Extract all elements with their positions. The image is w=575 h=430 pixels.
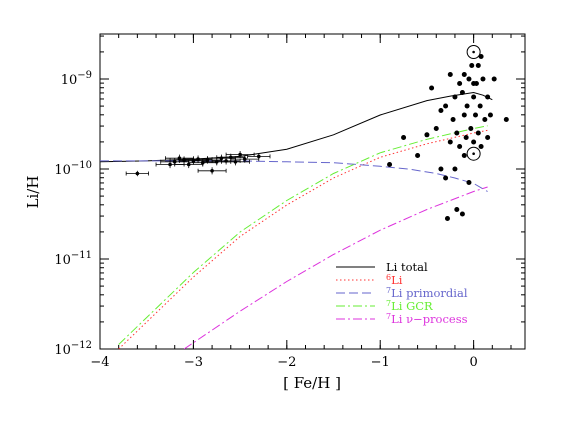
halo-point	[135, 171, 140, 176]
disk-point	[438, 108, 444, 113]
x-tick-label: 0	[469, 355, 477, 370]
halo-point	[256, 154, 261, 159]
disk-point	[491, 76, 497, 82]
disk-point	[424, 132, 430, 138]
disk-point	[485, 135, 491, 140]
y-tick-label: 10−10	[54, 160, 92, 178]
x-axis-ticks: −4 −3 −2 −1 0	[90, 34, 512, 370]
halo-point	[238, 152, 242, 157]
disk-point	[452, 166, 458, 172]
x-tick-label: −1	[371, 355, 390, 370]
disk-point	[471, 139, 477, 145]
disk-star-points	[387, 54, 509, 221]
solar-markers	[466, 45, 481, 161]
disk-point	[429, 85, 435, 91]
disk-point	[457, 81, 463, 86]
plot-frame	[99, 33, 526, 350]
disk-point	[461, 72, 467, 77]
y-axis-ticks: 10−12 10−11 10−10 10−9	[54, 35, 525, 358]
sun-symbol-dot	[472, 50, 475, 54]
disk-point	[478, 54, 484, 59]
y-axis-label: Li/H	[24, 176, 42, 209]
series-line-1	[118, 129, 488, 349]
sun-symbol-ring	[466, 45, 481, 59]
series-line-4	[183, 186, 488, 349]
disk-point	[454, 207, 460, 212]
disk-point	[415, 153, 421, 158]
disk-point	[475, 130, 481, 136]
disk-point	[444, 216, 450, 221]
disk-point	[487, 112, 493, 118]
disk-point	[461, 153, 467, 158]
disk-point	[482, 117, 488, 122]
disk-point	[466, 76, 472, 82]
x-tick-label: −2	[277, 355, 296, 370]
disk-point	[477, 103, 483, 109]
disk-point	[433, 126, 439, 131]
disk-point	[464, 103, 470, 109]
series-line-0	[100, 91, 493, 163]
disk-point	[469, 63, 475, 68]
model-curves	[100, 91, 493, 349]
y-tick-label: 10−9	[61, 70, 92, 88]
disk-point	[478, 144, 484, 149]
x-axis-label: [ Fe/H ]	[283, 374, 341, 392]
disk-point	[387, 162, 393, 167]
y-tick-label: 10−12	[54, 340, 92, 358]
y-tick-label: 10−11	[54, 250, 92, 268]
disk-point	[457, 144, 463, 149]
disk-point	[447, 72, 453, 77]
disk-point	[401, 135, 407, 140]
halo-point	[177, 156, 182, 160]
disk-point	[471, 94, 477, 100]
disk-point	[459, 90, 465, 95]
disk-point	[480, 76, 486, 82]
disk-point	[485, 94, 491, 100]
disk-point	[466, 180, 472, 185]
disk-point	[468, 126, 474, 131]
halo-point	[242, 157, 247, 161]
legend-entry-4: 7Li ν−process	[386, 312, 468, 326]
series-line-3	[118, 125, 488, 345]
x-tick-label: −3	[184, 355, 203, 370]
halo-point	[172, 160, 177, 164]
series-line-2	[100, 160, 488, 192]
disk-point	[443, 175, 449, 181]
disk-point	[472, 112, 478, 118]
sun-symbol-ring	[466, 146, 481, 161]
legend-entry-0: Li total	[386, 260, 428, 274]
disk-point	[450, 117, 456, 122]
disk-point	[438, 166, 444, 172]
x-tick-label: −4	[90, 355, 109, 370]
legend-entry-1: 6Li	[386, 273, 403, 287]
legend-entry-3: 7Li GCR	[386, 299, 433, 313]
halo-point	[233, 160, 238, 164]
disk-point	[475, 63, 481, 68]
disk-point	[452, 94, 458, 100]
halo-point	[168, 162, 172, 167]
disk-point	[443, 103, 449, 109]
disk-point	[471, 81, 477, 86]
disk-point	[461, 112, 467, 118]
disk-point	[463, 135, 469, 140]
disk-point	[503, 117, 509, 122]
halo-point	[210, 169, 214, 173]
sun-symbol-dot	[472, 152, 475, 155]
legend-entry-2: 7Li primordial	[386, 286, 468, 300]
disk-point	[447, 139, 453, 145]
halo-star-points	[125, 151, 271, 177]
disk-point	[459, 211, 465, 217]
disk-point	[454, 130, 460, 136]
